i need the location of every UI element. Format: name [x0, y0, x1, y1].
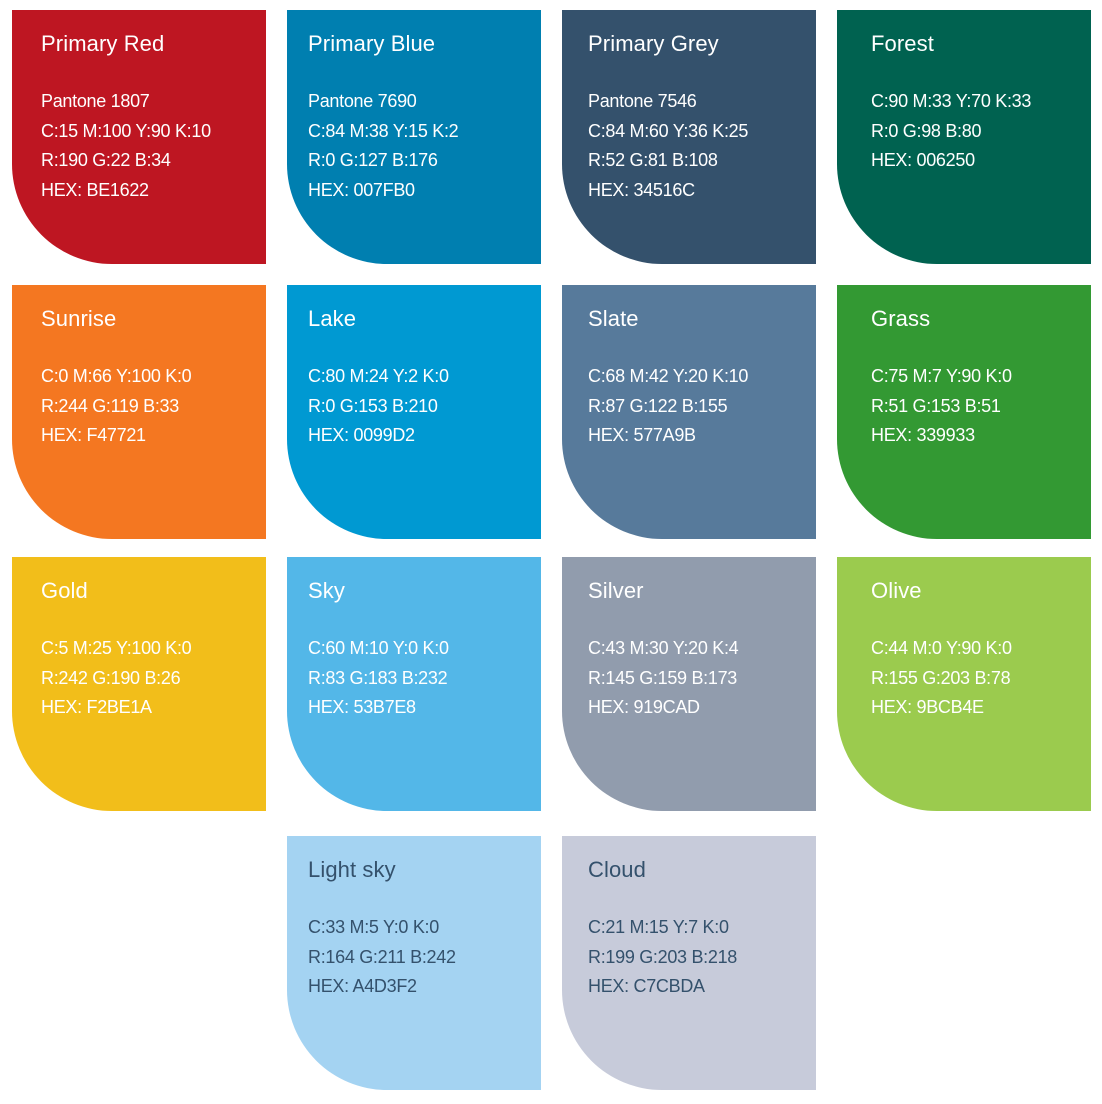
cmyk-value: C:90 M:33 Y:70 K:33 [871, 91, 1032, 111]
hex-value: HEX: C7CBDA [588, 976, 705, 996]
rgb-value: R:199 G:203 B:218 [588, 946, 738, 967]
hex-value: HEX: 53B7E8 [308, 697, 416, 717]
swatch-primary-blue: Primary Blue Pantone 7690 C:84 M:38 Y:15… [287, 10, 541, 264]
rgb-value: R:145 G:159 B:173 [588, 667, 738, 688]
swatch-primary-red: Primary Red Pantone 1807 C:15 M:100 Y:90… [12, 10, 266, 264]
swatch-specs: Pantone 1807 C:15 M:100 Y:90 K:10 R:190 … [41, 87, 266, 205]
hex-value: HEX: 577A9B [588, 425, 696, 445]
cmyk-value: C:44 M:0 Y:90 K:0 [871, 638, 1012, 658]
cmyk-value: C:75 M:7 Y:90 K:0 [871, 366, 1012, 386]
swatch-specs: Pantone 7690 C:84 M:38 Y:15 K:2 R:0 G:12… [308, 87, 541, 205]
swatch-name: Forest [871, 31, 934, 56]
swatch-name: Primary Blue [308, 31, 436, 56]
swatch-specs: C:33 M:5 Y:0 K:0 R:164 G:211 B:242 HEX: … [308, 913, 541, 1002]
cmyk-value: C:15 M:100 Y:90 K:10 [41, 120, 211, 141]
rgb-value: R:242 G:190 B:26 [41, 667, 181, 688]
swatch-name: Silver [588, 578, 644, 603]
swatch-specs: C:44 M:0 Y:90 K:0 R:155 G:203 B:78 HEX: … [871, 634, 1091, 723]
swatch-cloud: Cloud C:21 M:15 Y:7 K:0 R:199 G:203 B:21… [562, 836, 816, 1090]
rgb-value: R:164 G:211 B:242 [308, 946, 456, 967]
swatch-specs: C:80 M:24 Y:2 K:0 R:0 G:153 B:210 HEX: 0… [308, 362, 541, 451]
pantone-code: Pantone 7690 [308, 91, 417, 111]
cmyk-value: C:43 M:30 Y:20 K:4 [588, 638, 739, 658]
swatch-name: Primary Red [41, 31, 165, 56]
rgb-value: R:87 G:122 B:155 [588, 395, 728, 416]
swatch-primary-grey: Primary Grey Pantone 7546 C:84 M:60 Y:36… [562, 10, 816, 264]
swatch-silver: Silver C:43 M:30 Y:20 K:4 R:145 G:159 B:… [562, 557, 816, 811]
rgb-value: R:0 G:98 B:80 [871, 120, 982, 141]
rgb-value: R:190 G:22 B:34 [41, 150, 171, 170]
rgb-value: R:0 G:153 B:210 [308, 395, 438, 416]
swatch-name: Olive [871, 578, 922, 603]
rgb-value: R:0 G:127 B:176 [308, 150, 438, 170]
swatch-gold: Gold C:5 M:25 Y:100 K:0 R:242 G:190 B:26… [12, 557, 266, 811]
cmyk-value: C:84 M:38 Y:15 K:2 [308, 120, 459, 141]
hex-value: HEX: 006250 [871, 150, 975, 170]
swatch-specs: C:0 M:66 Y:100 K:0 R:244 G:119 B:33 HEX:… [41, 362, 266, 451]
hex-value: HEX: 9BCB4E [871, 697, 984, 717]
swatch-light-sky: Light sky C:33 M:5 Y:0 K:0 R:164 G:211 B… [287, 836, 541, 1090]
swatch-name: Lake [308, 306, 357, 331]
cmyk-value: C:21 M:15 Y:7 K:0 [588, 917, 729, 937]
cmyk-value: C:68 M:42 Y:20 K:10 [588, 366, 749, 386]
swatch-name: Sky [308, 578, 345, 603]
swatch-forest: Forest C:90 M:33 Y:70 K:33 R:0 G:98 B:80… [837, 10, 1091, 264]
rgb-value: R:52 G:81 B:108 [588, 150, 718, 170]
swatch-specs: C:75 M:7 Y:90 K:0 R:51 G:153 B:51 HEX: 3… [871, 362, 1091, 451]
swatch-specs: C:43 M:30 Y:20 K:4 R:145 G:159 B:173 HEX… [588, 634, 816, 723]
cmyk-value: C:0 M:66 Y:100 K:0 [41, 366, 192, 386]
hex-value: HEX: F2BE1A [41, 697, 152, 717]
swatch-sunrise: Sunrise C:0 M:66 Y:100 K:0 R:244 G:119 B… [12, 285, 266, 539]
swatch-name: Gold [41, 578, 88, 603]
hex-value: HEX: F47721 [41, 425, 146, 445]
hex-value: HEX: BE1622 [41, 179, 149, 200]
cmyk-value: C:84 M:60 Y:36 K:25 [588, 120, 749, 141]
hex-value: HEX: 007FB0 [308, 179, 415, 200]
hex-value: HEX: 34516C [588, 179, 695, 200]
swatch-sky: Sky C:60 M:10 Y:0 K:0 R:83 G:183 B:232 H… [287, 557, 541, 811]
swatch-specs: C:21 M:15 Y:7 K:0 R:199 G:203 B:218 HEX:… [588, 913, 816, 1002]
rgb-value: R:51 G:153 B:51 [871, 395, 1001, 416]
hex-value: HEX: A4D3F2 [308, 976, 417, 996]
cmyk-value: C:33 M:5 Y:0 K:0 [308, 917, 439, 937]
swatch-specs: C:68 M:42 Y:20 K:10 R:87 G:122 B:155 HEX… [588, 362, 816, 451]
swatch-specs: C:60 M:10 Y:0 K:0 R:83 G:183 B:232 HEX: … [308, 634, 541, 723]
swatch-name: Grass [871, 306, 931, 331]
swatch-olive: Olive C:44 M:0 Y:90 K:0 R:155 G:203 B:78… [837, 557, 1091, 811]
rgb-value: R:155 G:203 B:78 [871, 667, 1011, 688]
swatch-name: Primary Grey [588, 31, 719, 56]
swatch-name: Light sky [308, 857, 396, 882]
swatch-specs: C:90 M:33 Y:70 K:33 R:0 G:98 B:80 HEX: 0… [871, 87, 1091, 176]
rgb-value: R:83 G:183 B:232 [308, 667, 448, 688]
swatch-lake: Lake C:80 M:24 Y:2 K:0 R:0 G:153 B:210 H… [287, 285, 541, 539]
cmyk-value: C:80 M:24 Y:2 K:0 [308, 366, 449, 386]
hex-value: HEX: 339933 [871, 425, 975, 445]
swatch-name: Cloud [588, 857, 646, 882]
pantone-code: Pantone 1807 [41, 91, 150, 111]
hex-value: HEX: 0099D2 [308, 425, 415, 445]
hex-value: HEX: 919CAD [588, 697, 700, 717]
swatch-grass: Grass C:75 M:7 Y:90 K:0 R:51 G:153 B:51 … [837, 285, 1091, 539]
rgb-value: R:244 G:119 B:33 [41, 395, 179, 416]
swatch-name: Sunrise [41, 306, 117, 331]
swatch-name: Slate [588, 306, 639, 331]
cmyk-value: C:5 M:25 Y:100 K:0 [41, 638, 192, 658]
pantone-code: Pantone 7546 [588, 91, 697, 111]
cmyk-value: C:60 M:10 Y:0 K:0 [308, 638, 449, 658]
swatch-specs: Pantone 7546 C:84 M:60 Y:36 K:25 R:52 G:… [588, 87, 816, 205]
swatch-specs: C:5 M:25 Y:100 K:0 R:242 G:190 B:26 HEX:… [41, 634, 266, 723]
swatch-slate: Slate C:68 M:42 Y:20 K:10 R:87 G:122 B:1… [562, 285, 816, 539]
